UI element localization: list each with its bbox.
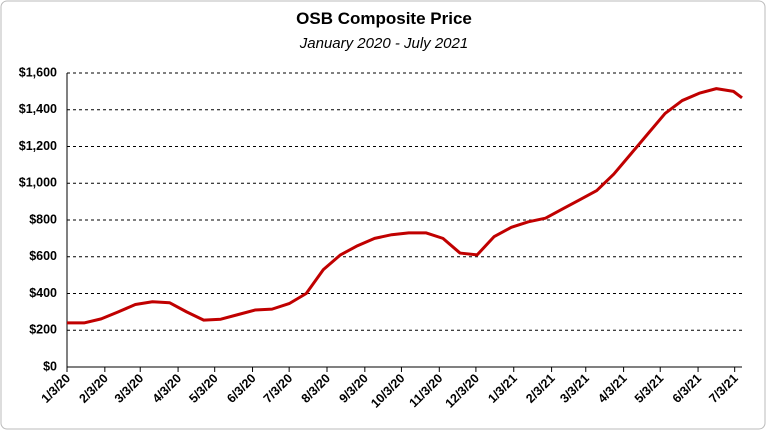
y-tick-label: $200 [29,323,57,337]
y-tick-label: $1,600 [19,65,57,79]
chart-title: OSB Composite Price [296,9,472,28]
y-tick-label: $1,000 [19,176,57,190]
y-tick-label: $1,400 [19,102,57,116]
y-tick-label: $600 [29,249,57,263]
y-tick-label: $0 [43,359,57,373]
chart-subtitle: January 2020 - July 2021 [299,35,468,52]
y-tick-label: $800 [29,212,57,226]
y-tick-label: $400 [29,286,57,300]
y-tick-label: $1,200 [19,139,57,153]
price-line [67,87,743,325]
